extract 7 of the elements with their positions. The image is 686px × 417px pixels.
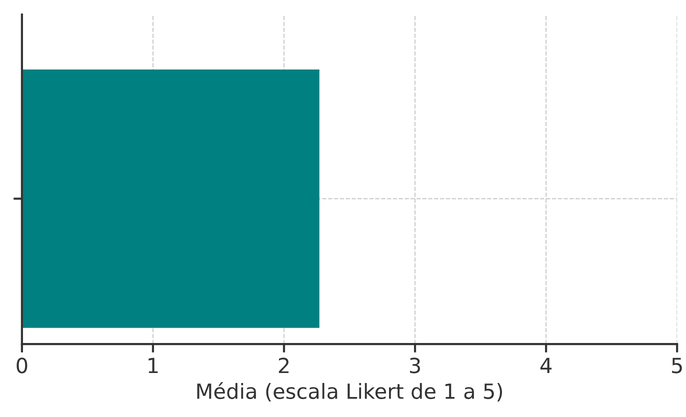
x-tick-label: 5	[672, 358, 682, 374]
x-tick-label: 1	[148, 358, 158, 374]
x-tick-label: 2	[278, 358, 289, 374]
x-tick-label: 0	[16, 358, 28, 374]
x-tick-label: 3	[410, 358, 420, 374]
x-tick-label: 4	[540, 358, 552, 374]
x-axis-title: Média (escala Likert de 1 a 5)	[197, 382, 502, 402]
